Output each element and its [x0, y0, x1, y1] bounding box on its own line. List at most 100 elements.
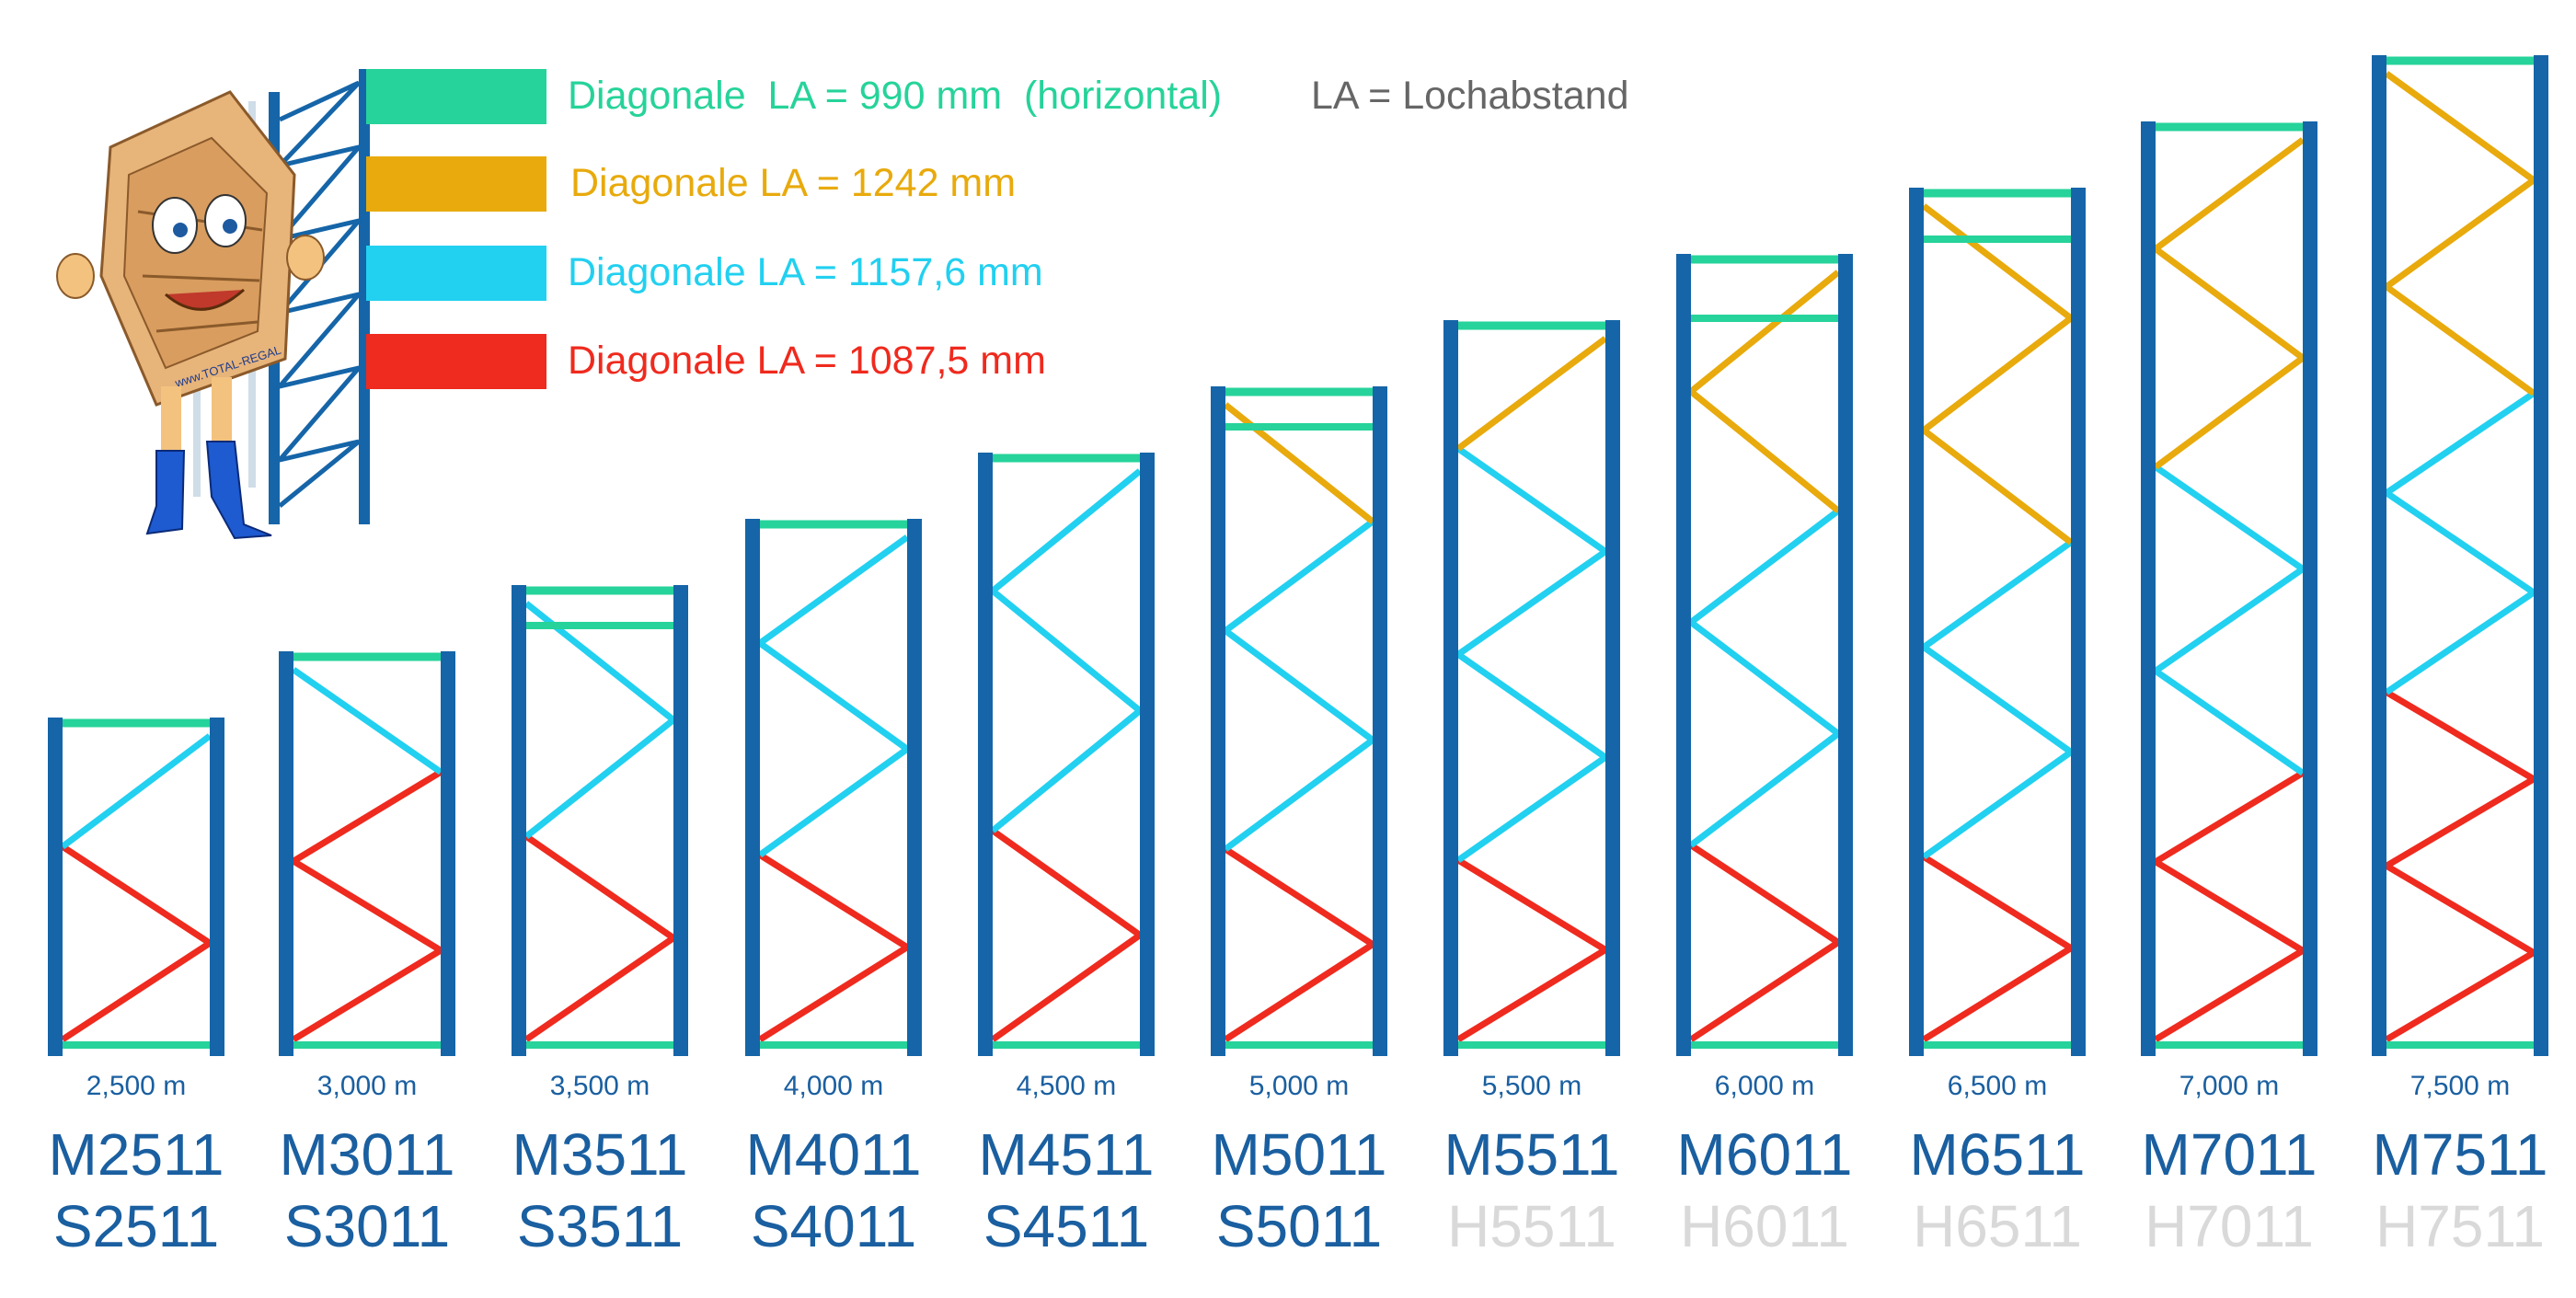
frame-7-diagonal-2	[1456, 857, 1607, 953]
frame-5-diagonal-5	[990, 468, 1143, 594]
frame-9-diagonal-6	[1921, 427, 2074, 546]
frame-4-diagonal-3	[757, 746, 910, 858]
frame-7-diagonal-5	[1455, 548, 1608, 658]
legend-label-horizontal: Diagonale LA = 990 mm (horizontal)	[568, 74, 1223, 118]
frame-8-diagonal-4	[1688, 619, 1841, 737]
frame-8-diagonal-5	[1688, 508, 1841, 626]
mascot-thumbs	[56, 235, 325, 299]
frame-10-diagonal-4	[2154, 668, 2305, 776]
frame-4-post-right	[907, 519, 922, 1056]
frame-3-model-m: M3511	[512, 1121, 688, 1188]
frame-11-model-b: H7511	[2375, 1193, 2545, 1259]
frame-11-diagonal-8	[2384, 283, 2536, 396]
frame-2-model-m: M3011	[280, 1121, 455, 1188]
frame-1-model-b: S2511	[53, 1193, 219, 1259]
frame-1-height-label: 2,500 m	[86, 1071, 186, 1101]
frame-5-diagonal-4	[990, 588, 1143, 714]
frame-3-post-left	[512, 585, 526, 1056]
frame-9-diagonal-5	[1921, 539, 2074, 650]
frame-11-diagonal-10	[2384, 71, 2536, 183]
frame-7-model-m: M5511	[1444, 1121, 1620, 1188]
frame-7-diagonal-6	[1455, 445, 1608, 555]
frame-5-height-label: 4,500 m	[1017, 1071, 1116, 1101]
legend-label-la1157: Diagonale LA = 1157,6 mm	[568, 250, 1043, 294]
frame-9-height-label: 6,500 m	[1948, 1071, 2047, 1101]
frame-4-post-left	[745, 519, 760, 1056]
frame-5-model-m: M4511	[979, 1121, 1155, 1188]
frame-11-model-m: M7511	[2373, 1121, 2548, 1188]
frame-11-diagonal-6	[2385, 489, 2536, 596]
frame-10-post-right	[2303, 121, 2317, 1056]
frame-9-diagonal-2	[1922, 854, 2073, 951]
frame-1-diagonal-2	[61, 844, 212, 947]
frame-7-diagonal-7	[1455, 336, 1608, 452]
frame-11-diagonal-7	[2385, 390, 2536, 496]
frame-4-height-label: 4,000 m	[784, 1071, 883, 1101]
frame-5-post-left	[978, 453, 993, 1056]
frame-3-diagonal-1	[524, 935, 675, 1042]
frame-2-post-right	[441, 651, 455, 1056]
legend-swatch-la1087	[366, 334, 546, 389]
frame-11-diagonal-3	[2385, 775, 2536, 869]
frame-3-model-b: S3511	[517, 1193, 683, 1259]
frame-7-diagonal-3	[1455, 754, 1608, 863]
frame-3-post-right	[673, 585, 688, 1056]
frame-5-model-b: S4511	[983, 1193, 1149, 1259]
frame-2-diagonal-1	[292, 948, 443, 1042]
frame-2-diagonal-2	[292, 858, 443, 954]
frame-3-diagonal-2	[524, 833, 675, 941]
mascot-legs	[145, 377, 272, 540]
frame-8-diagonal-6	[1688, 388, 1841, 513]
frame-2-diagonal-3	[292, 769, 443, 865]
frame-4-diagonal-4	[757, 640, 910, 752]
frame-4-model-m: M4011	[746, 1121, 922, 1188]
frame-2-post-left	[279, 651, 293, 1056]
frame-8-post-left	[1676, 254, 1691, 1056]
frame-5-diagonal-1	[990, 932, 1143, 1042]
frame-5-diagonal-2	[990, 828, 1143, 938]
frame-9-post-right	[2071, 188, 2086, 1056]
frame-10-diagonal-9	[2153, 137, 2306, 252]
frame-8-height-label: 6,000 m	[1715, 1071, 1814, 1101]
frame-7-diagonal-4	[1455, 651, 1608, 761]
frame-1-diagonal-1	[61, 940, 212, 1042]
frame-10-post-left	[2141, 121, 2156, 1056]
frame-4-diagonal-2	[758, 852, 909, 950]
frame-10-diagonal-3	[2154, 770, 2305, 865]
frame-7-height-label: 5,500 m	[1482, 1071, 1581, 1101]
frame-8-diagonal-7	[1688, 270, 1841, 395]
frame-10-diagonal-1	[2154, 948, 2305, 1042]
frame-6-diagonal-4	[1223, 627, 1375, 743]
legend-label-la1242: Diagonale LA = 1242 mm	[570, 161, 1017, 205]
frame-11-height-label: 7,500 m	[2410, 1071, 2510, 1101]
frame-9-diagonal-1	[1922, 945, 2073, 1042]
frame-8-post-right	[1838, 254, 1853, 1056]
frame-11-diagonal-9	[2384, 177, 2536, 290]
frame-8-diagonal-2	[1689, 842, 1840, 946]
frame-3-diagonal-3	[523, 717, 676, 840]
frame-7-model-b: H5511	[1447, 1193, 1616, 1259]
frame-4-model-b: S4011	[751, 1193, 916, 1259]
frame-2-height-label: 3,000 m	[317, 1071, 417, 1101]
frame-11-diagonal-4	[2385, 689, 2536, 782]
frame-2-model-b: S3011	[284, 1193, 450, 1259]
frame-7-post-left	[1443, 320, 1458, 1056]
frame-8-diagonal-1	[1689, 939, 1840, 1042]
frame-11-diagonal-1	[2385, 949, 2536, 1043]
frame-9-post-left	[1909, 188, 1924, 1056]
frame-4-diagonal-5	[757, 534, 910, 646]
frame-10-diagonal-6	[2154, 464, 2305, 572]
legend-note: LA = Lochabstand	[1311, 74, 1629, 118]
frame-6-diagonal-1	[1224, 941, 1374, 1042]
frame-6-diagonal-3	[1223, 737, 1375, 852]
frame-7-diagonal-1	[1456, 947, 1607, 1042]
frame-11-diagonal-2	[2385, 863, 2536, 956]
frame-9-diagonal-8	[1921, 203, 2074, 321]
frame-9-model-b: H6511	[1913, 1193, 2082, 1259]
frame-10-diagonal-5	[2154, 566, 2305, 674]
frame-3-diagonal-4	[523, 601, 676, 723]
frame-10-diagonal-7	[2153, 355, 2306, 470]
frame-9-model-m: M6511	[1910, 1121, 2086, 1188]
legend-label-la1087: Diagonale LA = 1087,5 mm	[568, 339, 1046, 383]
